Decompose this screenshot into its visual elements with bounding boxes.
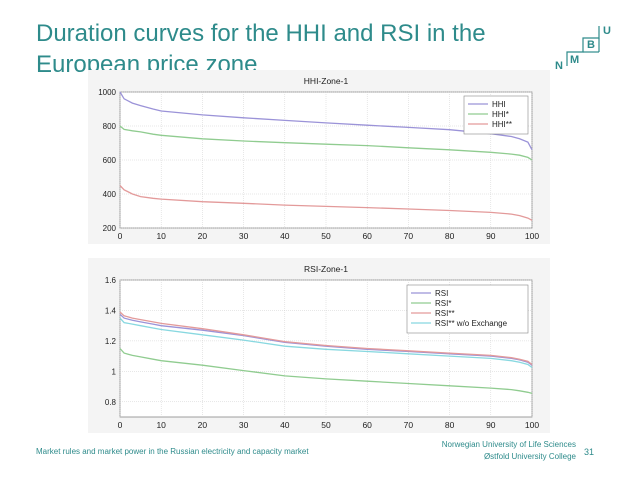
chart-2-x-tick-label: 30: [239, 420, 249, 430]
chart-2-x-tick-label: 80: [445, 420, 455, 430]
chart-2-series-line-4: [119, 317, 533, 369]
logo-letter-n: N: [555, 60, 563, 70]
chart-2-y-tick-label: 0.8: [105, 398, 117, 407]
slide-title: Duration curves for the HHI and RSI in t…: [36, 18, 516, 80]
chart-1-x-tick-label: 80: [445, 231, 455, 241]
chart-1-y-tick-label: 800: [103, 122, 117, 131]
university-logo: U B M N: [555, 25, 611, 70]
chart-2-x-tick-label: 50: [321, 420, 331, 430]
chart-1-x-tick-label: 0: [118, 231, 123, 241]
chart-1-x-tick-label: 20: [198, 231, 208, 241]
chart-1-title: HHI-Zone-1: [304, 76, 349, 86]
page-number: 31: [584, 447, 595, 457]
chart-2-x-tick-label: 10: [156, 420, 166, 430]
chart-2-y-tick-label: 1.4: [105, 306, 117, 315]
chart-1-series-line-2: [119, 125, 533, 161]
footer-institutions: Norwegian University of Life Sciences Øs…: [400, 439, 576, 463]
chart-2-legend-label-3: RSI**: [435, 309, 455, 318]
chart-1-x-tick-label: 40: [280, 231, 290, 241]
chart-1-legend-label-3: HHI**: [492, 120, 512, 129]
footer-institution-1: Norwegian University of Life Sciences: [441, 440, 576, 449]
logo-letter-u: U: [603, 25, 611, 37]
chart-1-x-tick-label: 90: [486, 231, 496, 241]
chart-1-y-tick-label: 200: [103, 224, 117, 233]
footer-institution-2: Østfold University College: [483, 452, 576, 461]
logo-letter-m: M: [570, 54, 579, 66]
footer-course-title: Market rules and market power in the Rus…: [36, 447, 309, 456]
chart-2-series-line-3: [119, 311, 533, 366]
logo-frame: [566, 26, 600, 66]
chart-1-y-tick-label: 1000: [98, 88, 116, 97]
chart-1-x-tick-label: 30: [239, 231, 249, 241]
chart-2-y-tick-label: 1.6: [105, 276, 117, 285]
chart-2-x-tick-label: 20: [198, 420, 208, 430]
chart-2-x-tick-label: 40: [280, 420, 290, 430]
chart-1-y-tick-label: 400: [103, 190, 117, 199]
slide-title-line-1: Duration curves for the HHI and RSI in t…: [36, 20, 486, 47]
chart-1-y-tick-label: 600: [103, 156, 117, 165]
chart-1-legend-box: [463, 95, 529, 135]
chart-1-x-tick-label: 70: [404, 231, 414, 241]
chart-2-x-tick-label: 70: [404, 420, 414, 430]
chart-2-series-line-2: [119, 348, 533, 395]
chart-2-x-tick-label: 100: [525, 420, 539, 430]
chart-1-x-tick-label: 60: [362, 231, 372, 241]
chart-2-x-tick-label: 60: [362, 420, 372, 430]
chart-2-x-tick-label: 0: [118, 420, 123, 430]
chart-1-series-line-1: [119, 91, 533, 151]
chart-1-legend-label-2: HHI*: [492, 110, 509, 119]
chart-2-x-tick-label: 90: [486, 420, 496, 430]
logo-letter-b: B: [587, 39, 595, 51]
chart-2-legend-label-4: RSI** w/o Exchange: [435, 319, 508, 328]
chart-2-y-tick-label: 1: [112, 367, 117, 376]
chart-1-series-line-3: [119, 185, 533, 221]
chart-1-legend-label-1: HHI: [492, 100, 506, 109]
chart-2-y-tick-label: 1.2: [105, 337, 117, 346]
chart-2-legend-label-1: RSI: [435, 289, 448, 298]
chart-1-x-tick-label: 100: [525, 231, 539, 241]
chart-1-x-tick-label: 10: [156, 231, 166, 241]
chart-1-x-tick-label: 50: [321, 231, 331, 241]
chart-2-series-line-1: [119, 313, 533, 366]
chart-2-legend-label-2: RSI*: [435, 299, 451, 308]
chart-2-title: RSI-Zone-1: [304, 264, 348, 274]
